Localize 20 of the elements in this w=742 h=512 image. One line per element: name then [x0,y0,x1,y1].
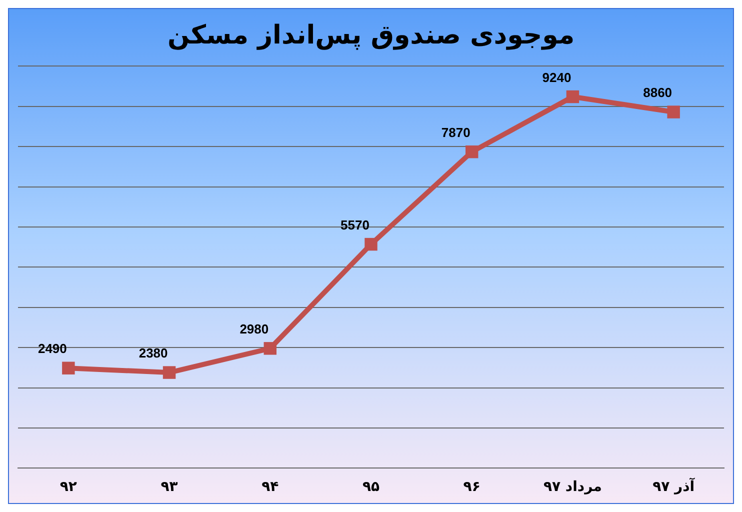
x-tick-label: ۹۶ [463,479,480,496]
x-tick-label: آذر ۹۷ [652,477,696,496]
point [364,238,378,251]
x-tick-label: ۹۳ [160,479,178,496]
data-label: 8860 [643,85,672,100]
x-tick-label: ۹۲ [60,479,78,496]
data-label: 2380 [138,346,168,361]
point [162,366,176,379]
data-label: 9240 [542,70,572,85]
point [566,90,580,104]
x-tick-label: ۹۴ [262,479,280,496]
data-label: 2980 [240,321,269,336]
point [264,342,277,355]
chart-title: موجودی صندوق پس‌انداز مسکن [167,20,575,50]
point [465,145,478,158]
x-tick-label: مرداد ۹۷ [543,479,602,496]
x-tick-label: ۹۵ [362,479,380,496]
point [667,106,680,118]
point [62,362,75,374]
data-label: 7870 [441,124,470,140]
